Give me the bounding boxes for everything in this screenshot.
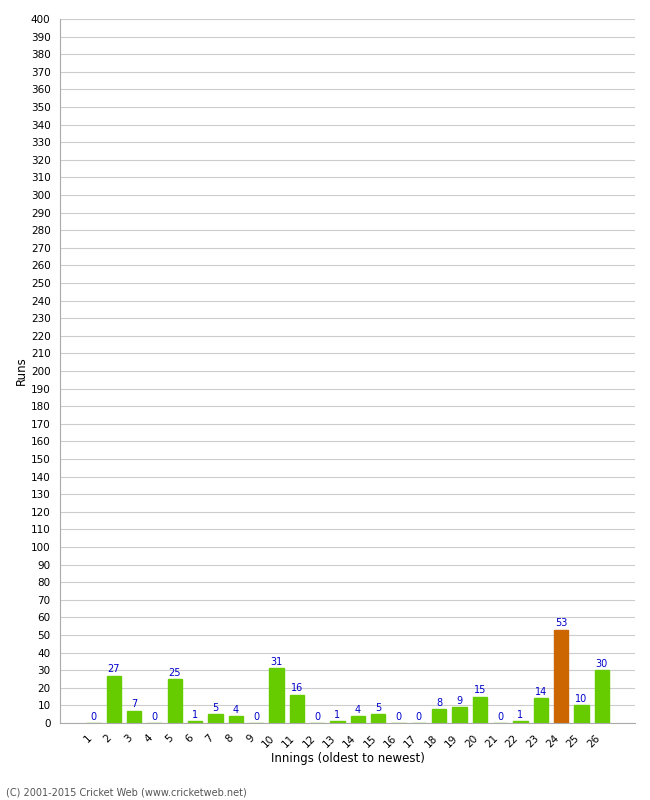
Bar: [188, 722, 202, 723]
Bar: [595, 670, 609, 723]
Bar: [452, 707, 467, 723]
Text: 0: 0: [497, 712, 503, 722]
Text: 10: 10: [575, 694, 588, 704]
Text: 16: 16: [291, 683, 303, 694]
Text: 15: 15: [474, 686, 486, 695]
Bar: [514, 722, 528, 723]
Text: 0: 0: [90, 712, 97, 722]
Text: 30: 30: [595, 659, 608, 669]
Text: 25: 25: [168, 668, 181, 678]
Text: 0: 0: [314, 712, 320, 722]
Bar: [127, 710, 141, 723]
Text: 5: 5: [375, 703, 382, 713]
Text: 0: 0: [395, 712, 402, 722]
Text: (C) 2001-2015 Cricket Web (www.cricketweb.net): (C) 2001-2015 Cricket Web (www.cricketwe…: [6, 787, 247, 798]
Text: 4: 4: [355, 705, 361, 714]
Bar: [269, 669, 283, 723]
Text: 8: 8: [436, 698, 442, 707]
Bar: [229, 716, 243, 723]
Text: 9: 9: [456, 696, 463, 706]
Text: 1: 1: [192, 710, 198, 720]
Bar: [371, 714, 385, 723]
Text: 4: 4: [233, 705, 239, 714]
Text: 53: 53: [555, 618, 567, 628]
Bar: [350, 716, 365, 723]
Bar: [473, 697, 487, 723]
Text: 0: 0: [253, 712, 259, 722]
Text: 14: 14: [535, 687, 547, 697]
Bar: [432, 709, 447, 723]
Bar: [554, 630, 568, 723]
X-axis label: Innings (oldest to newest): Innings (oldest to newest): [270, 752, 424, 765]
Bar: [168, 679, 182, 723]
Bar: [209, 714, 222, 723]
Bar: [290, 695, 304, 723]
Text: 27: 27: [107, 664, 120, 674]
Text: 5: 5: [213, 703, 218, 713]
Text: 31: 31: [270, 657, 283, 667]
Text: 7: 7: [131, 699, 137, 710]
Bar: [575, 706, 588, 723]
Y-axis label: Runs: Runs: [15, 357, 28, 386]
Bar: [107, 675, 121, 723]
Bar: [534, 698, 548, 723]
Text: 0: 0: [151, 712, 157, 722]
Text: 1: 1: [334, 710, 341, 720]
Bar: [330, 722, 344, 723]
Text: 1: 1: [517, 710, 523, 720]
Text: 0: 0: [416, 712, 422, 722]
